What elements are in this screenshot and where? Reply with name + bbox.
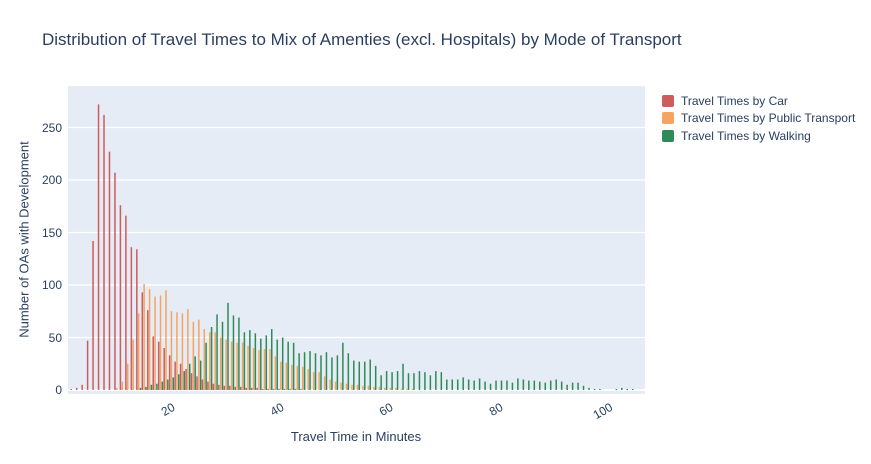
legend: Travel Times by Car Travel Times by Publ… (662, 92, 855, 145)
y-tick-label-50: 50 (48, 330, 62, 345)
chart-title: Distribution of Travel Times to Mix of A… (42, 30, 682, 49)
y-tick-label-200: 200 (41, 173, 62, 187)
legend-marker-icon-car (662, 94, 674, 107)
y-tick-label-100: 100 (41, 278, 62, 292)
plot-area[interactable] (68, 86, 645, 394)
bars-travel-times-by-public-transport (116, 283, 413, 390)
histogram-bars (70, 104, 634, 391)
legend-label-public-transport: Travel Times by Public Transport (681, 111, 856, 126)
bars-travel-times-by-walking (139, 302, 634, 390)
y-tick-label-0: 0 (55, 383, 62, 397)
y-axis-title: Number of OAs with Development (16, 141, 32, 338)
legend-marker-icon-public-transport (662, 112, 674, 125)
legend-item-walking[interactable]: Travel Times by Walking (662, 127, 855, 145)
legend-label-car: Travel Times by Car (681, 93, 788, 108)
y-tick-label-250: 250 (41, 120, 62, 135)
legend-item-car[interactable]: Travel Times by Car (662, 92, 855, 110)
legend-marker-icon-walking (662, 129, 674, 142)
x-axis-title: Travel Time in Minutes (290, 429, 422, 444)
bars-travel-times-by-car (70, 104, 302, 391)
legend-label-walking: Travel Times by Walking (681, 128, 811, 143)
y-tick-label-150: 150 (41, 225, 62, 240)
legend-item-public-transport[interactable]: Travel Times by Public Transport (662, 110, 855, 128)
